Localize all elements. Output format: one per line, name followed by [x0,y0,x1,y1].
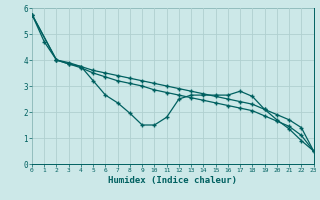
X-axis label: Humidex (Indice chaleur): Humidex (Indice chaleur) [108,176,237,185]
